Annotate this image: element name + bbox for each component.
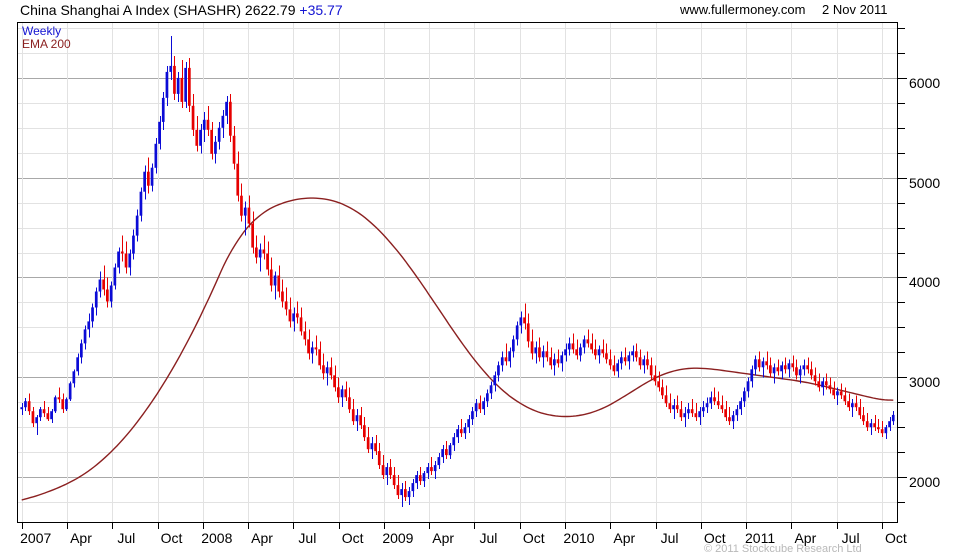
x-axis: 2007 Apr Jul Oct 2008 Apr Jul Oct 2009 Apr Jul Oct 2…: [17, 523, 907, 560]
legend-item-ema200: EMA 200: [22, 37, 71, 51]
x-axis-label: 2007: [20, 530, 52, 546]
x-axis-tick: [564, 523, 566, 529]
y-axis-major-tick: [898, 477, 907, 479]
y-axis-minor-tick: [898, 227, 905, 229]
title-text: China Shanghai A Index (SHASHR) 2622.79: [20, 2, 296, 18]
x-axis-label: 2011: [745, 530, 776, 546]
x-axis-label: Oct: [341, 530, 364, 546]
x-axis-label: Apr: [794, 530, 817, 546]
y-axis-minor-tick: [898, 52, 905, 54]
y-axis-major-tick: [898, 377, 907, 379]
y-axis-minor-tick: [898, 202, 905, 204]
x-axis-tick: [21, 523, 23, 529]
x-axis-tick: [791, 523, 793, 529]
x-axis-tick: [293, 523, 295, 529]
x-axis-label: Jul: [660, 530, 679, 546]
grid-layer: [18, 23, 897, 522]
y-axis: 2000 3000 4000 5000 6000: [898, 22, 980, 524]
x-axis-tick: [429, 523, 431, 529]
y-axis-minor-tick: [898, 302, 905, 304]
y-axis-major-tick: [898, 177, 907, 179]
y-axis-label: 4000: [909, 274, 941, 291]
x-axis-label: Oct: [885, 530, 907, 546]
price-change: +35.77: [299, 2, 343, 18]
x-axis-label: Jul: [117, 530, 136, 546]
x-axis-label: 2010: [563, 530, 595, 546]
y-axis-minor-tick: [898, 252, 905, 254]
y-axis-label: 2000: [909, 474, 941, 491]
y-axis-label: 3000: [909, 374, 941, 391]
y-axis-minor-tick: [898, 327, 905, 329]
y-axis-minor-tick: [898, 352, 905, 354]
x-axis-tick: [655, 523, 657, 529]
x-axis-tick: [474, 523, 476, 529]
x-axis-tick: [202, 523, 204, 529]
page-title: China Shanghai A Index (SHASHR) 2622.79 …: [20, 2, 343, 18]
x-axis-tick: [338, 523, 340, 529]
y-axis-minor-tick: [898, 452, 905, 454]
website-label: www.fullermoney.com: [680, 2, 806, 17]
y-axis-minor-tick: [898, 127, 905, 129]
y-axis-major-tick: [898, 277, 907, 279]
y-axis-minor-tick: [898, 152, 905, 154]
y-axis-minor-tick: [898, 402, 905, 404]
x-axis-label: Apr: [251, 530, 273, 546]
copyright-notice: © 2011 Stockcube Research Ltd: [704, 543, 862, 555]
x-axis-tick: [157, 523, 159, 529]
x-axis-label: Oct: [160, 530, 183, 546]
y-axis-minor-tick: [898, 502, 905, 504]
y-axis-minor-tick: [898, 102, 905, 104]
x-axis-label: Jul: [479, 530, 498, 546]
x-axis-label: Oct: [703, 530, 726, 546]
price-series-layer: [20, 35, 895, 508]
x-axis-tick: [610, 523, 612, 529]
x-axis-label: 2009: [382, 530, 414, 546]
x-axis-tick: [746, 523, 748, 529]
x-axis-label: Oct: [522, 530, 545, 546]
x-axis-label: Apr: [432, 530, 455, 546]
x-axis-tick: [383, 523, 385, 529]
x-axis-label: Apr: [70, 530, 92, 546]
plot-area: Weekly EMA 200: [17, 22, 898, 523]
y-axis-minor-tick: [898, 27, 905, 29]
x-axis-tick: [519, 523, 521, 529]
chart-date: 2 Nov 2011: [822, 2, 888, 17]
x-axis-tick: [112, 523, 114, 529]
x-axis-label: Apr: [613, 530, 636, 546]
y-axis-minor-tick: [898, 427, 905, 429]
x-axis-tick: [700, 523, 702, 529]
x-axis-tick: [66, 523, 68, 529]
x-axis-tick: [836, 523, 838, 529]
x-axis-tick: [881, 523, 883, 529]
x-axis-tick: [248, 523, 250, 529]
x-axis-label: 2008: [201, 530, 233, 546]
x-axis-label: Jul: [841, 530, 860, 546]
legend-item-weekly: Weekly: [22, 24, 62, 38]
x-axis-label: Jul: [298, 530, 317, 546]
y-axis-major-tick: [898, 77, 907, 79]
chart-legend: Weekly EMA 200: [22, 25, 71, 51]
chart-header: China Shanghai A Index (SHASHR) 2622.79 …: [0, 0, 980, 22]
y-axis-label: 5000: [909, 174, 941, 191]
y-axis-label: 6000: [909, 74, 941, 91]
